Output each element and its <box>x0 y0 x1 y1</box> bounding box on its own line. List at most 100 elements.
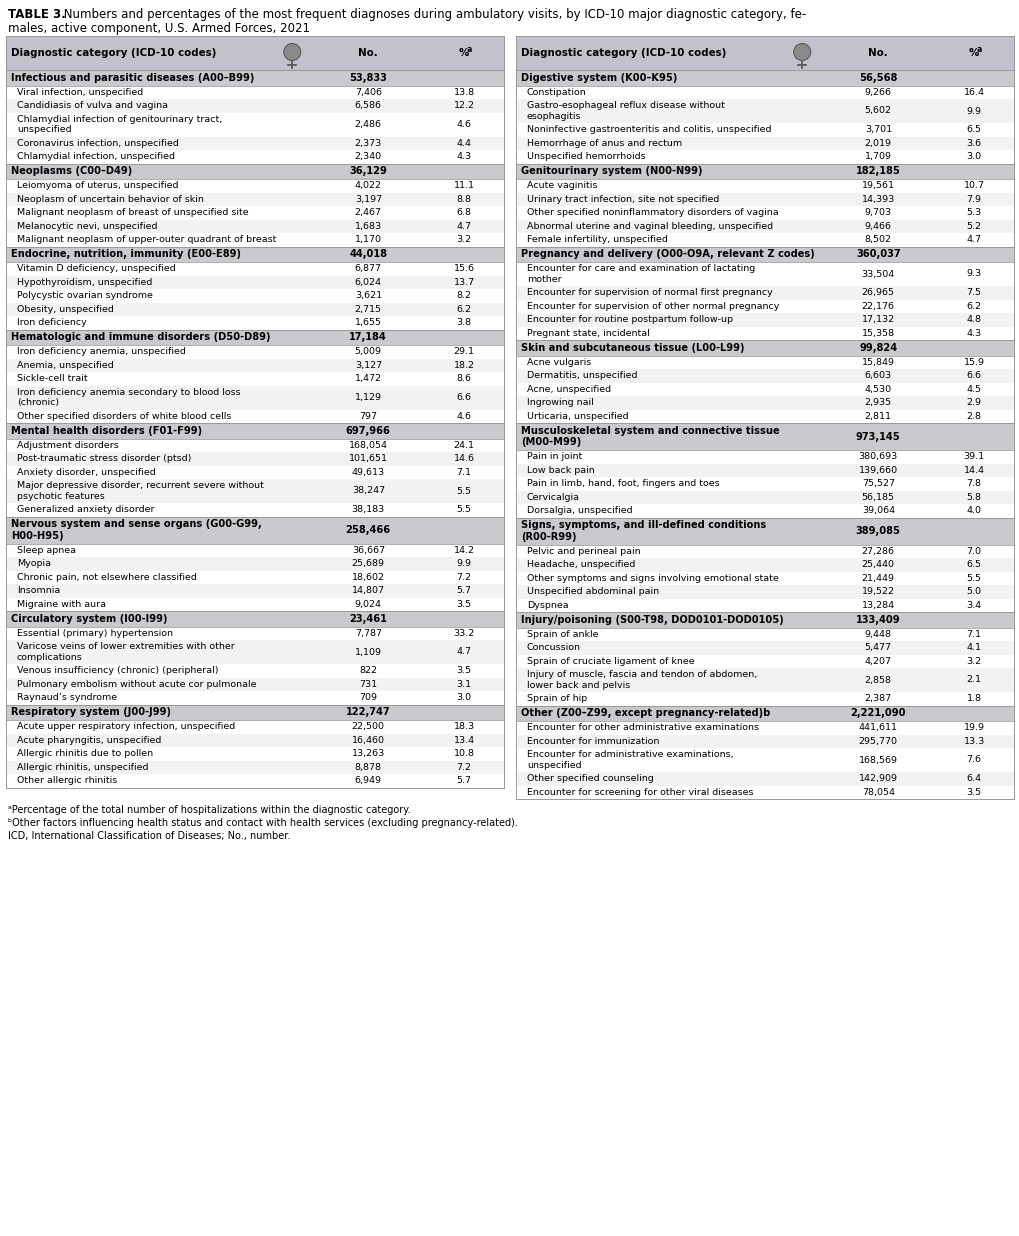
Text: 53,833: 53,833 <box>350 73 387 83</box>
Text: 380,693: 380,693 <box>858 452 897 461</box>
Text: 56,185: 56,185 <box>861 493 894 502</box>
Text: Obesity, unspecified: Obesity, unspecified <box>17 305 114 314</box>
Bar <box>516 220 1013 234</box>
Text: 2.1: 2.1 <box>966 676 980 685</box>
Bar <box>6 220 503 234</box>
Text: 15.9: 15.9 <box>963 357 983 367</box>
Bar <box>6 627 503 640</box>
Text: 26,965: 26,965 <box>861 288 894 297</box>
Text: Chronic pain, not elsewhere classified: Chronic pain, not elsewhere classified <box>17 572 197 582</box>
Text: 13,284: 13,284 <box>861 601 894 609</box>
Text: Iron deficiency anemia secondary to blood loss
(chronic): Iron deficiency anemia secondary to bloo… <box>17 388 240 407</box>
Text: 9,466: 9,466 <box>864 221 891 231</box>
Text: 2,373: 2,373 <box>355 138 381 148</box>
Text: 33.2: 33.2 <box>453 629 474 638</box>
Bar <box>516 734 1013 748</box>
Text: 18.3: 18.3 <box>453 722 474 732</box>
Bar <box>6 423 503 439</box>
Text: 6.4: 6.4 <box>966 774 980 784</box>
Text: 3.4: 3.4 <box>966 601 980 609</box>
Text: 5.5: 5.5 <box>457 506 471 514</box>
Text: 4.1: 4.1 <box>966 643 980 653</box>
Text: 9,703: 9,703 <box>864 208 891 218</box>
Text: Headache, unspecified: Headache, unspecified <box>527 560 635 570</box>
Text: ᵇOther factors influencing health status and contact with health services (exclu: ᵇOther factors influencing health status… <box>8 818 518 828</box>
Text: a: a <box>975 44 981 53</box>
Bar <box>516 299 1013 313</box>
Text: 25,440: 25,440 <box>861 560 894 570</box>
Text: 6,949: 6,949 <box>355 776 381 785</box>
Text: 2,221,090: 2,221,090 <box>850 708 905 718</box>
Bar <box>516 150 1013 163</box>
Bar <box>6 597 503 611</box>
Text: Sprain of ankle: Sprain of ankle <box>527 630 598 639</box>
Text: 9,024: 9,024 <box>355 599 381 609</box>
Text: Diagnostic category (ICD-10 codes): Diagnostic category (ICD-10 codes) <box>11 48 216 58</box>
Text: 3.6: 3.6 <box>966 138 980 148</box>
Bar <box>516 786 1013 798</box>
Text: Acne, unspecified: Acne, unspecified <box>527 384 610 394</box>
Text: Candidiasis of vulva and vagina: Candidiasis of vulva and vagina <box>17 101 168 110</box>
Text: 38,247: 38,247 <box>352 487 384 496</box>
Bar <box>6 85 503 99</box>
Text: Hypothyroidism, unspecified: Hypothyroidism, unspecified <box>17 278 152 287</box>
Text: Injury/poisoning (S00-T98, DOD0101-DOD0105): Injury/poisoning (S00-T98, DOD0101-DOD01… <box>521 614 783 624</box>
Text: 39.1: 39.1 <box>963 452 983 461</box>
Text: 16.4: 16.4 <box>963 88 983 96</box>
Bar <box>516 85 1013 99</box>
Text: 2,715: 2,715 <box>355 305 381 314</box>
Text: 14,393: 14,393 <box>861 195 894 204</box>
Text: 2,019: 2,019 <box>864 138 891 148</box>
Text: 4.5: 4.5 <box>966 384 980 394</box>
Text: Endocrine, nutrition, immunity (E00-E89): Endocrine, nutrition, immunity (E00-E89) <box>11 250 240 260</box>
Bar <box>6 691 503 705</box>
Bar <box>6 664 503 677</box>
Text: Allergic rhinitis due to pollen: Allergic rhinitis due to pollen <box>17 749 153 758</box>
Bar <box>516 545 1013 557</box>
Bar <box>516 370 1013 382</box>
Text: Iron deficiency: Iron deficiency <box>17 318 87 328</box>
Bar <box>6 289 503 303</box>
Text: Encounter for care and examination of lactating
mother: Encounter for care and examination of la… <box>527 265 754 284</box>
Text: 4.0: 4.0 <box>966 507 980 515</box>
Text: 441,611: 441,611 <box>858 723 897 732</box>
Text: 4.6: 4.6 <box>457 120 471 129</box>
Text: ᵃPercentage of the total number of hospitalizations within the diagnostic catego: ᵃPercentage of the total number of hospi… <box>8 805 411 815</box>
Text: Signs, symptoms, and ill-defined conditions
(R00-R99): Signs, symptoms, and ill-defined conditi… <box>521 520 765 541</box>
Text: Insomnia: Insomnia <box>17 586 60 596</box>
Text: 4.8: 4.8 <box>966 315 980 324</box>
Text: Malignant neoplasm of upper-outer quadrant of breast: Malignant neoplasm of upper-outer quadra… <box>17 235 276 245</box>
Text: Urinary tract infection, site not specified: Urinary tract infection, site not specif… <box>527 195 718 204</box>
Text: 14.4: 14.4 <box>963 466 983 475</box>
Text: 10.8: 10.8 <box>453 749 474 758</box>
Bar <box>516 262 1013 286</box>
Text: Other allergic rhinitis: Other allergic rhinitis <box>17 776 117 785</box>
Bar <box>516 706 1013 721</box>
Text: Other symptoms and signs involving emotional state: Other symptoms and signs involving emoti… <box>527 574 777 582</box>
Bar <box>6 386 503 409</box>
Text: Coronavirus infection, unspecified: Coronavirus infection, unspecified <box>17 138 178 148</box>
Text: 12.2: 12.2 <box>453 101 474 110</box>
Text: 8.2: 8.2 <box>457 292 471 300</box>
Text: 3.0: 3.0 <box>457 693 471 702</box>
Text: Other specified disorders of white blood cells: Other specified disorders of white blood… <box>17 412 231 420</box>
Text: 7.6: 7.6 <box>966 755 980 765</box>
Text: 6.8: 6.8 <box>457 208 471 218</box>
Text: 14.6: 14.6 <box>453 455 474 464</box>
Text: 36,667: 36,667 <box>352 546 384 555</box>
Bar <box>6 150 503 163</box>
Text: Raynaud’s syndrome: Raynaud’s syndrome <box>17 693 117 702</box>
Text: TABLE 3.: TABLE 3. <box>8 7 65 21</box>
Text: Acne vulgaris: Acne vulgaris <box>527 357 591 367</box>
Text: Pregnant state, incidental: Pregnant state, incidental <box>527 329 649 337</box>
Bar <box>6 276 503 289</box>
Bar <box>516 655 1013 667</box>
Bar <box>6 330 503 345</box>
Bar <box>516 477 1013 491</box>
Bar <box>516 641 1013 655</box>
Text: 1,655: 1,655 <box>355 318 381 328</box>
Text: Abnormal uterine and vaginal bleeding, unspecified: Abnormal uterine and vaginal bleeding, u… <box>527 221 772 231</box>
Bar <box>516 179 1013 193</box>
Text: Nervous system and sense organs (G00-G99,
H00-H95): Nervous system and sense organs (G00-G99… <box>11 519 262 541</box>
Text: Urticaria, unspecified: Urticaria, unspecified <box>527 412 628 420</box>
